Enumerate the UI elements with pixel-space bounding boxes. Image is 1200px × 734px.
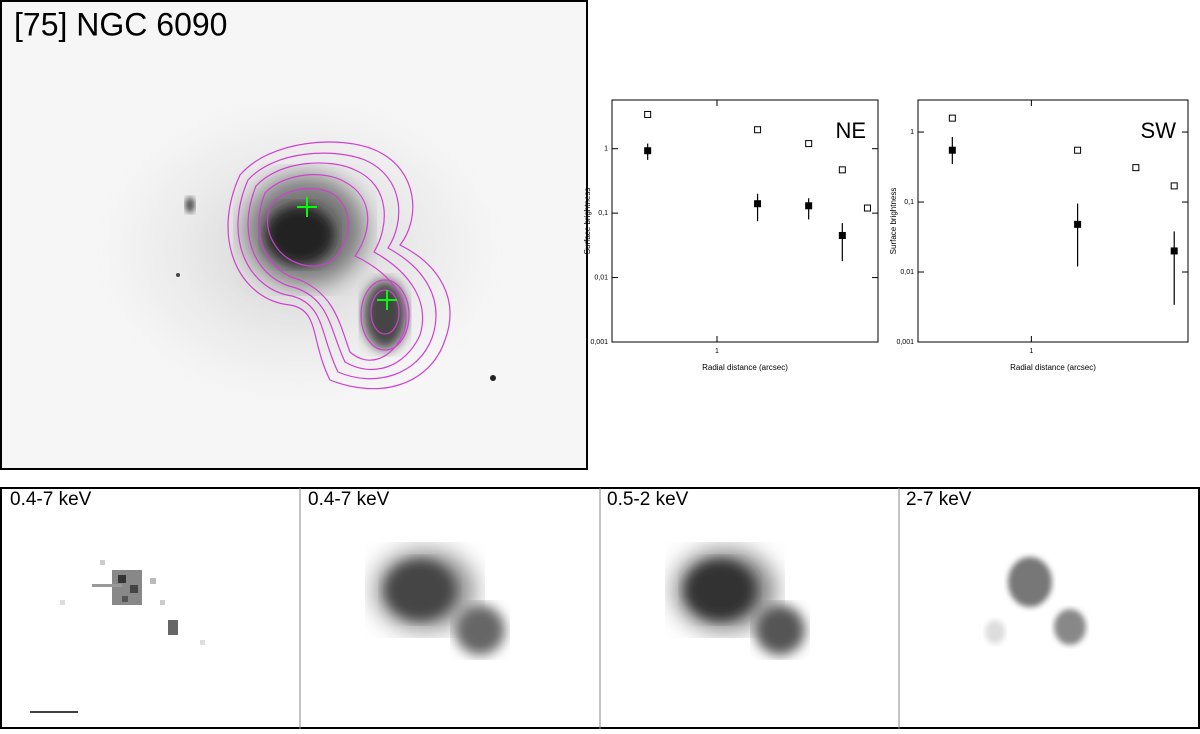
nucleus-markers [297, 197, 397, 310]
profiles: 0,001 0,01 0,1 1 1 Radial distance (arcsec) Su… [583, 99, 1189, 372]
y-tick-label: 0,001 [590, 339, 608, 346]
y-tick-label: 0,1 [904, 199, 914, 206]
optical-image: [75] NGC 6090 [0, 0, 588, 470]
data-point [948, 114, 956, 122]
panel-label: 2-7 keV [906, 489, 972, 510]
y-tick-label: 1 [910, 129, 914, 136]
data-point [838, 231, 846, 239]
smoothed-hard [985, 557, 1086, 645]
y-tick-label: 0,01 [594, 274, 608, 281]
x-axis-label: Radial distance (arcsec) [702, 363, 788, 372]
contours [227, 141, 451, 390]
data-point [1132, 164, 1140, 172]
smoothed-soft [675, 550, 805, 655]
y-tick-label: 0,001 [896, 339, 914, 346]
data-point [644, 147, 652, 155]
data-point [805, 140, 813, 148]
x-tick-label: 1 [1029, 348, 1033, 355]
data-point [1170, 247, 1178, 255]
y-axis-label: Surface brightness [583, 188, 592, 255]
annotation: NE [835, 118, 866, 143]
data-point [948, 146, 956, 154]
y-tick-label: 0,01 [900, 269, 914, 276]
data-point [754, 200, 762, 208]
annotation: SW [1141, 118, 1177, 143]
data-point [644, 110, 652, 118]
data-point [805, 202, 813, 210]
data-point [863, 204, 871, 212]
x-axis-label: Radial distance (arcsec) [1010, 363, 1096, 372]
plot-frame [917, 99, 1189, 343]
data-point [1074, 146, 1082, 154]
xray-strip: 0.4-7 keV 0.4-7 keV 0.5-2 keV 2-7 keV [0, 487, 1200, 729]
y-axis-label: Surface brightness [889, 188, 898, 255]
data-point [1074, 220, 1082, 228]
data-point [838, 166, 846, 174]
y-tick-label: 0,1 [598, 210, 608, 217]
x-tick-label: 1 [715, 348, 719, 355]
smoothed-full [375, 550, 505, 655]
panel-label: 0.4-7 keV [308, 489, 390, 510]
panel-label: 0.4-7 keV [10, 489, 92, 510]
data-point [754, 126, 762, 134]
image-title: [75] NGC 6090 [14, 6, 227, 42]
plot-frame [611, 99, 879, 343]
raw-counts [30, 560, 205, 713]
y-tick-label: 1 [604, 146, 608, 153]
data-point [1170, 182, 1178, 190]
panel-label: 0.5-2 keV [607, 489, 689, 510]
